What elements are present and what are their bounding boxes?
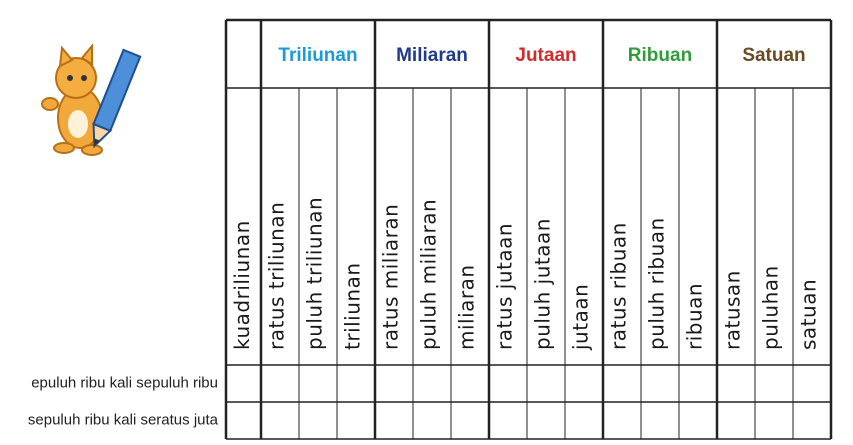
column-label: ratus triliunan: [265, 202, 289, 350]
group-header: Triliunan: [278, 45, 357, 66]
group-header: Miliaran: [396, 45, 468, 66]
column-label: puluhan: [759, 265, 783, 350]
column-label: puluh miliaran: [417, 199, 441, 350]
column-label: triliunan: [341, 262, 365, 350]
column-label: ratusan: [721, 270, 745, 350]
column-label: ratus miliaran: [379, 204, 403, 350]
group-header: Jutaan: [515, 45, 576, 66]
column-label: ribuan: [683, 283, 707, 350]
cat-illustration: [41, 43, 142, 156]
column-label: ratus ribuan: [607, 222, 631, 350]
row-label: sepuluh ribu kali seratus juta: [28, 411, 219, 428]
column-label: jutaan: [569, 284, 593, 351]
group-header: Ribuan: [628, 45, 692, 66]
column-label: ratus jutaan: [493, 223, 517, 350]
column-label: puluh triliunan: [303, 197, 327, 350]
group-header: Satuan: [742, 45, 805, 66]
column-label: satuan: [797, 279, 821, 350]
row-label: epuluh ribu kali sepuluh ribu: [31, 374, 218, 391]
column-label: miliaran: [455, 264, 479, 350]
table: kuadriliunan Triliunan ratus triliunan pulu…: [28, 18, 833, 440]
column-label: puluh ribuan: [645, 217, 669, 350]
column-label: kuadriliunan: [230, 220, 254, 350]
column-label: puluh jutaan: [531, 218, 555, 350]
